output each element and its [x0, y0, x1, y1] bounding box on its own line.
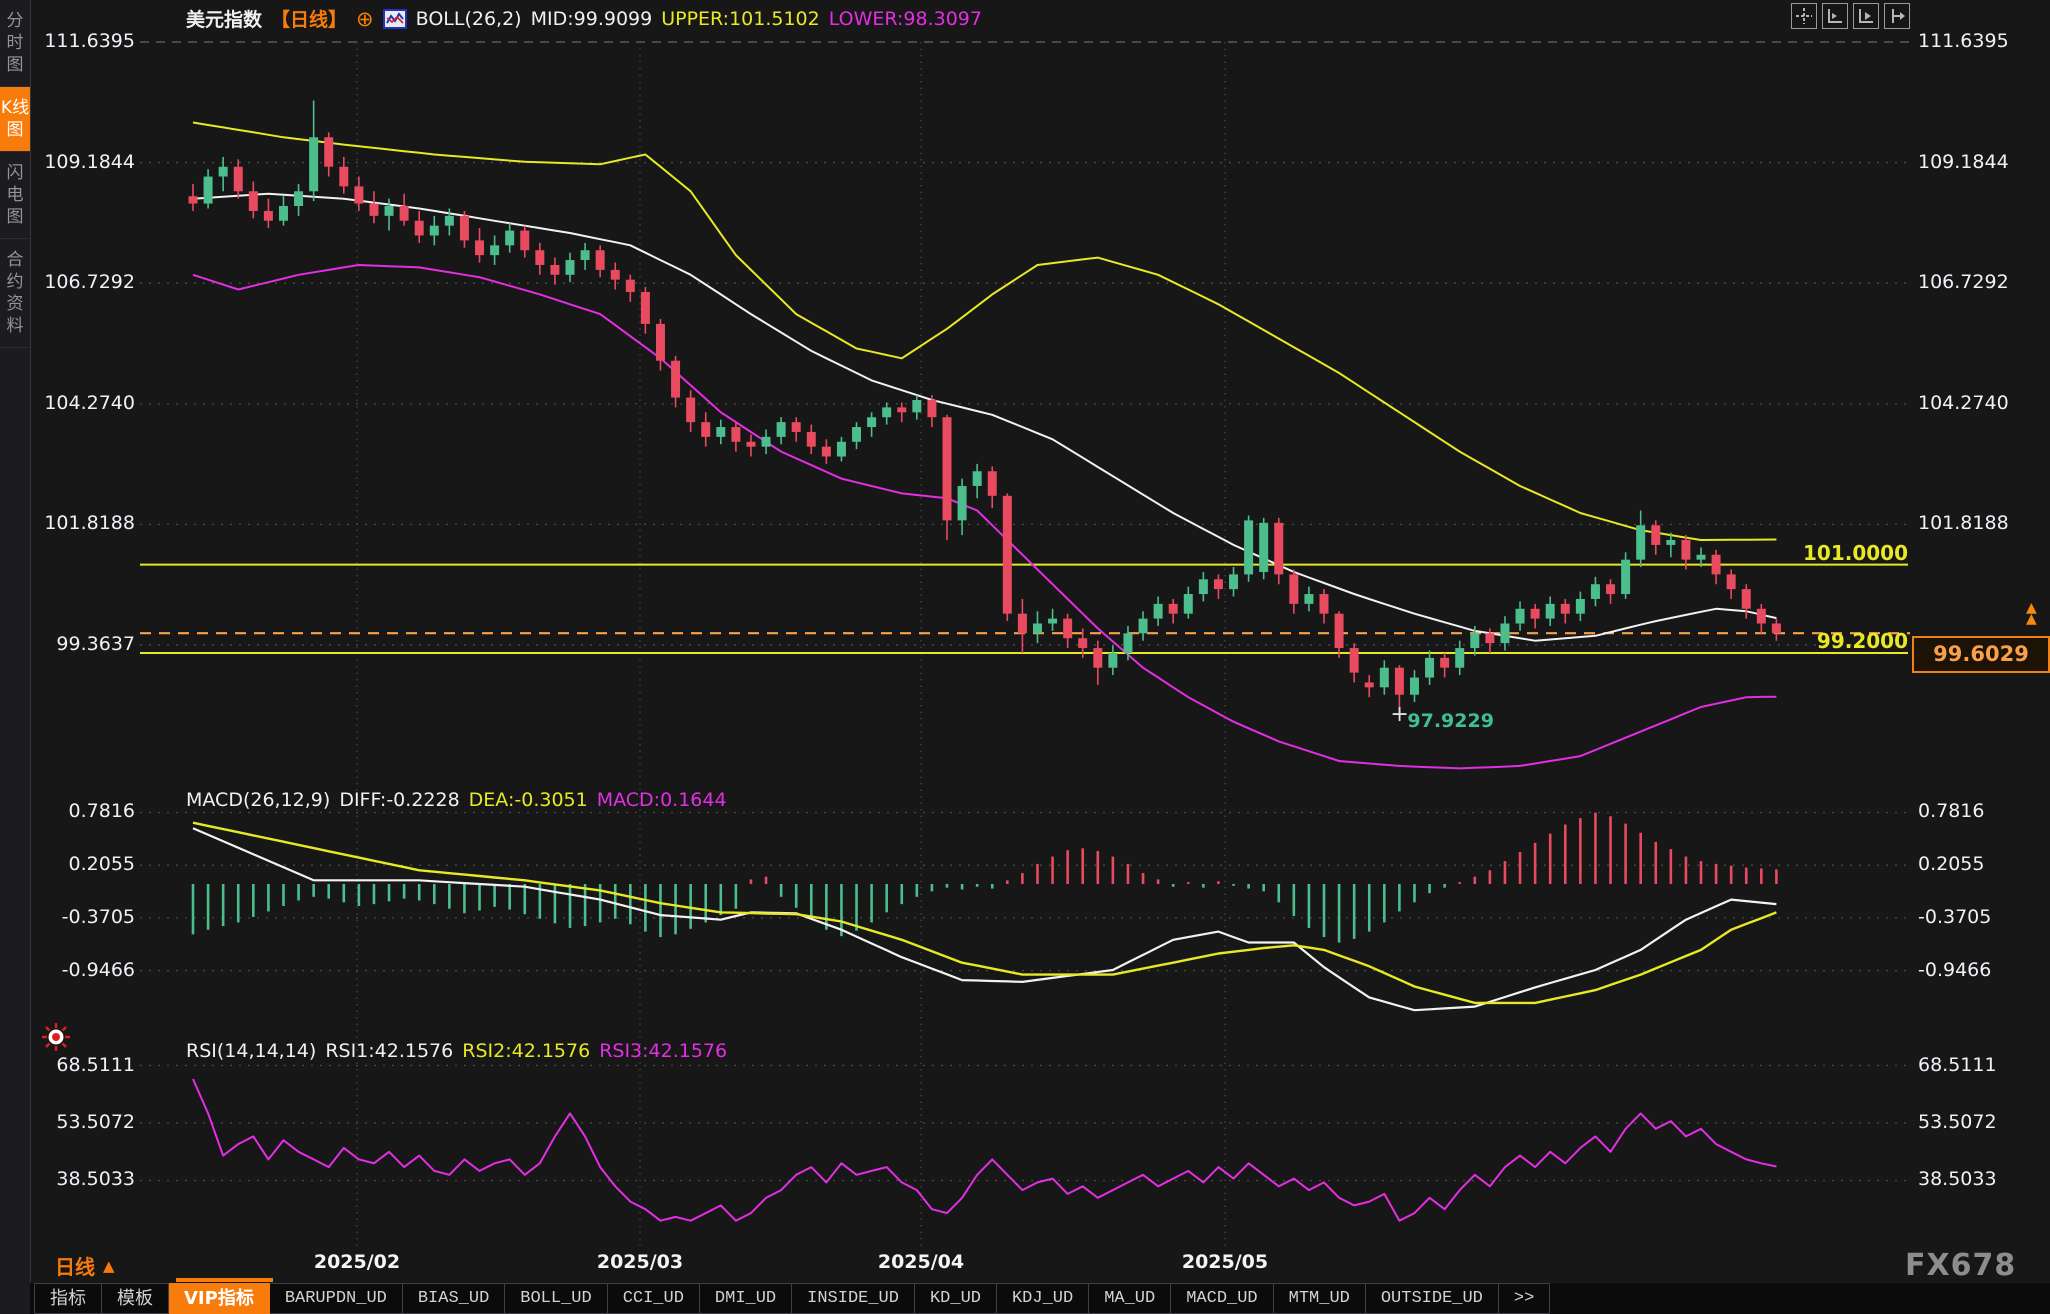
axis-label: 38.5033	[1918, 1168, 1997, 1191]
axis-label: 106.7292	[44, 271, 135, 294]
sidebar-item-2[interactable]: 闪电图	[0, 152, 30, 239]
tab-boll_ud[interactable]: BOLL_UD	[505, 1283, 608, 1314]
axis-label: 0.7816	[68, 800, 135, 823]
indicator-tabbar: 指标 模板 VIP指标 BARUPDN_UD BIAS_UD BOLL_UD CCI_UD D…	[30, 1283, 2050, 1314]
axis-label: 111.6395	[44, 30, 135, 52]
tab-[interactable]: 指标	[34, 1283, 102, 1314]
axis-label: 0.2055	[68, 853, 135, 876]
tab-macd_ud[interactable]: MACD_UD	[1171, 1283, 1274, 1314]
macd-dea-value: DEA:-0.3051	[468, 789, 588, 811]
target-icon[interactable]: ⊕	[356, 6, 374, 31]
tab-bias_ud[interactable]: BIAS_UD	[402, 1283, 506, 1314]
macd-diff-value: DIFF:-0.2228	[339, 789, 460, 811]
level-992-label: 99.2000	[1816, 629, 1908, 653]
axis-label: -0.9466	[1918, 958, 1992, 981]
period-badge[interactable]: 【日线】	[271, 9, 348, 31]
current-price-box: 99.6029	[1912, 636, 2050, 673]
tab-vip[interactable]: VIP指标	[169, 1283, 270, 1314]
x-axis-month-label: 2025/04	[877, 1251, 965, 1273]
axis-label: 0.2055	[1918, 853, 1985, 876]
axis-label: 106.7292	[1918, 271, 2009, 294]
period-arrow-icon: ▲	[103, 1256, 115, 1275]
tab-dmi_ud[interactable]: DMI_UD	[699, 1283, 793, 1314]
axis-label: 104.2740	[1918, 391, 2009, 414]
x-axis-month-label: 2025/02	[313, 1251, 401, 1273]
axis-label: 101.8188	[44, 512, 135, 535]
sidebar-item-1[interactable]: K线图	[0, 87, 30, 152]
rsi3-value: RSI3:42.1576	[599, 1040, 728, 1062]
axis-shift-right-icon[interactable]	[1884, 3, 1910, 29]
boll-upper-value: UPPER:101.5102	[661, 7, 820, 30]
axis-label: 109.1844	[1918, 150, 2009, 173]
sidebar-item-0[interactable]: 分时图	[0, 0, 30, 87]
alert-burst-icon[interactable]	[40, 1021, 72, 1053]
macd-value: MACD:0.1644	[596, 789, 727, 811]
symbol-title: 美元指数	[186, 9, 263, 31]
rsi-label: RSI(14,14,14)	[186, 1040, 317, 1062]
level-101-label: 101.0000	[1802, 541, 1908, 565]
candlestick-mini-icon[interactable]	[382, 8, 407, 29]
axis-scale-left-icon[interactable]	[1822, 3, 1848, 29]
x-axis-month-label: 2025/05	[1181, 1251, 1269, 1273]
low-price-marker: 97.9229	[1407, 709, 1494, 732]
boll-label: BOLL(26,2)	[415, 7, 522, 30]
x-axis-month-label: 2025/03	[596, 1251, 684, 1273]
axis-label: -0.3705	[61, 905, 135, 928]
axis-play-icon[interactable]	[1853, 3, 1879, 29]
axis-label: -0.9466	[61, 958, 135, 981]
tab-mtm_ud[interactable]: MTM_UD	[1273, 1283, 1366, 1314]
rsi-header: RSI(14,14,14) RSI1:42.1576 RSI2:42.1576 …	[186, 1040, 727, 1062]
tab-outside_ud[interactable]: OUTSIDE_UD	[1365, 1283, 1499, 1314]
chart-type-sidebar: 分时图 K线图 闪电图 合约资料	[0, 0, 31, 1314]
macd-header: MACD(26,12,9) DIFF:-0.2228 DEA:-0.3051 M…	[186, 789, 727, 811]
tab-[interactable]: >>	[1498, 1283, 1551, 1314]
period-text: 日线	[55, 1255, 95, 1279]
axis-label: 104.2740	[44, 391, 135, 414]
period-selector[interactable]: 日线 ▲	[55, 1251, 115, 1280]
axis-label: 109.1844	[44, 150, 135, 173]
axis-label: 53.5072	[1918, 1111, 1997, 1133]
macd-label: MACD(26,12,9)	[186, 789, 331, 811]
low-cross-marker: +	[1390, 701, 1409, 727]
tab-cci_ud[interactable]: CCI_UD	[607, 1283, 700, 1314]
boll-mid-value: MID:99.9099	[530, 7, 653, 30]
axis-label: 53.5072	[56, 1111, 135, 1133]
fx678-watermark: FX678	[1905, 1248, 2017, 1283]
chart-toolbar	[1791, 3, 1910, 29]
axis-label: 38.5033	[56, 1168, 135, 1191]
move-tool-icon[interactable]	[1791, 3, 1817, 29]
main-chart-header: 美元指数 【日线】 ⊕ BOLL(26,2) MID:99.9099 UPPER…	[186, 5, 982, 32]
sidebar-item-3[interactable]: 合约资料	[0, 239, 30, 348]
rsi2-value: RSI2:42.1576	[462, 1040, 591, 1062]
boll-lower-value: LOWER:98.3097	[828, 7, 982, 30]
price-up-arrows-icon: ▲ ▲	[2026, 600, 2037, 627]
rsi1-value: RSI1:42.1576	[325, 1040, 454, 1062]
axis-label: 0.7816	[1918, 800, 1985, 823]
axis-label: 101.8188	[1918, 512, 2009, 535]
axis-label: 99.3637	[56, 632, 135, 655]
tab-kdj_ud[interactable]: KDJ_UD	[996, 1283, 1090, 1314]
tab-ma_ud[interactable]: MA_UD	[1089, 1283, 1172, 1314]
tab-inside_ud[interactable]: INSIDE_UD	[792, 1283, 915, 1314]
tab-barupdn_ud[interactable]: BARUPDN_UD	[269, 1283, 403, 1314]
tab-[interactable]: 模板	[102, 1283, 169, 1314]
axis-label: 68.5111	[1918, 1053, 1997, 1076]
scroll-indicator[interactable]	[176, 1278, 273, 1282]
axis-label: 111.6395	[1918, 30, 2009, 52]
axis-label: -0.3705	[1918, 905, 1992, 928]
axis-label: 68.5111	[56, 1053, 135, 1076]
tab-kd_ud[interactable]: KD_UD	[914, 1283, 997, 1314]
